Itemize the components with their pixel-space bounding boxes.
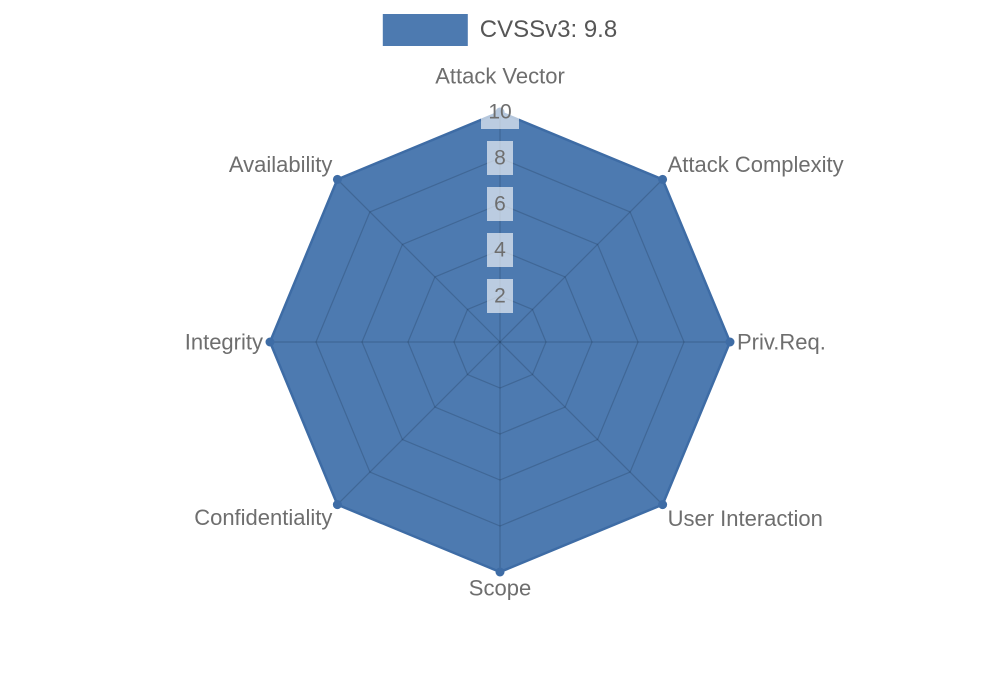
radar-area-cvssv3 [270, 112, 730, 572]
data-point-6[interactable] [265, 337, 275, 347]
data-point-4[interactable] [495, 567, 505, 577]
grid-ring-6 [361, 203, 639, 481]
tick-label-6: 6 [494, 193, 506, 216]
tick-label-bg-6 [487, 187, 513, 221]
axis-label-user-interaction: User Interaction [668, 506, 823, 531]
axis-label-scope: Scope [469, 576, 531, 601]
tick-label-4: 4 [494, 239, 506, 262]
data-point-7[interactable] [332, 174, 342, 184]
grid-ring-8 [315, 157, 685, 527]
axis-label-attack-complexity: Attack Complexity [668, 152, 844, 177]
grid-ring-2 [453, 295, 547, 389]
tick-label-bg-2 [487, 279, 513, 313]
tick-label-2: 2 [494, 285, 506, 308]
axis-label-confidentiality: Confidentiality [194, 505, 332, 530]
axis-label-availability: Availability [229, 152, 333, 177]
legend-label: CVSSv3: 9.8 [479, 16, 618, 43]
axis-spoke-1 [499, 178, 664, 343]
tick-label-8: 8 [494, 147, 506, 170]
tick-label-bg-8 [487, 141, 513, 175]
axis-spoke-5 [336, 341, 501, 506]
tick-label-bg-4 [487, 233, 513, 267]
data-point-5[interactable] [332, 500, 342, 510]
tick-label-10: 10 [488, 101, 511, 124]
data-point-1[interactable] [658, 174, 668, 184]
tick-label-bg-10 [481, 95, 519, 129]
axis-spoke-7 [336, 178, 501, 343]
legend-swatch [382, 14, 468, 46]
axis-label-priv-req: Priv.Req. [737, 330, 826, 355]
data-point-3[interactable] [658, 500, 668, 510]
grid-ring-4 [407, 249, 593, 435]
data-point-2[interactable] [725, 337, 735, 347]
axis-label-attack-vector: Attack Vector [435, 64, 565, 89]
legend-item-cvssv3[interactable]: CVSSv3: 9.8 [382, 14, 618, 46]
axis-spoke-3 [499, 341, 664, 506]
axis-label-integrity: Integrity [185, 330, 263, 355]
